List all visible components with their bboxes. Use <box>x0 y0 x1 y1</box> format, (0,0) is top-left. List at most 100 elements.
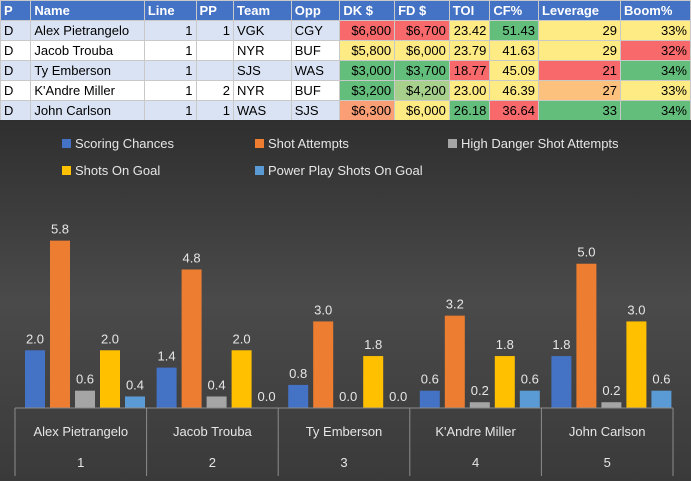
table-row: D K'Andre Miller 1 2 NYR BUF $3,200 $4,200 23.00… <box>0 80 691 101</box>
table-cell: John Carlson <box>30 100 145 121</box>
bar <box>601 402 622 408</box>
bar <box>626 321 647 408</box>
plot-area: 2.0 5.8 0.6 2.0 0.4 1.4 4.8 0.4 2.0 0.0 0.8 3.0 0.0 1… <box>25 222 672 408</box>
legend-label: Scoring Chances <box>75 136 174 151</box>
table-row: D Alex Pietrangelo 1 1 VGK CGY $6,800 $6,700 23.… <box>0 20 691 41</box>
bar <box>651 390 672 408</box>
data-label: 1.8 <box>364 337 382 352</box>
legend-swatch <box>255 139 264 148</box>
bar <box>288 384 309 408</box>
category-label: K'Andre Miller <box>435 424 516 439</box>
table-cell: WAS <box>233 100 292 121</box>
table-cell: SJS <box>290 100 341 121</box>
data-label: 0.4 <box>208 377 226 392</box>
table-cell: 1 <box>143 80 197 101</box>
table-cell: K'Andre Miller <box>30 80 145 101</box>
table-cell: 45.09 <box>489 60 539 81</box>
bar <box>519 390 540 408</box>
data-label: 5.0 <box>577 245 595 260</box>
table-cell: 23.79 <box>448 40 491 61</box>
table-cell: 33% <box>620 80 691 101</box>
table-cell <box>195 40 235 61</box>
data-label: 0.4 <box>126 377 144 392</box>
table-cell: 33 <box>537 100 622 121</box>
header-cell: DK $ <box>339 0 396 21</box>
category-label: Jacob Trouba <box>173 424 253 439</box>
bar <box>125 396 145 408</box>
data-label: 0.0 <box>389 389 407 404</box>
header-cell: Team <box>233 0 292 21</box>
table-cell: $3,200 <box>339 80 396 101</box>
table-cell: $3,700 <box>394 60 450 81</box>
table-cell: 21 <box>537 60 622 81</box>
table-cell: D <box>0 60 32 81</box>
table-cell: 1 <box>195 20 235 41</box>
table-cell: $5,800 <box>339 40 396 61</box>
table-cell: 23.42 <box>448 20 491 41</box>
category-number: 1 <box>77 455 84 470</box>
table-cell: 23.00 <box>448 80 491 101</box>
table-cell <box>195 60 235 81</box>
table-cell: $6,300 <box>339 100 396 121</box>
header-cell: Line <box>143 0 197 21</box>
chart-legend: Scoring Chances Shot Attempts High Danger … <box>62 136 619 178</box>
table-cell: $6,000 <box>394 100 450 121</box>
bar <box>551 356 572 408</box>
legend-label: High Danger Shot Attempts <box>461 136 619 151</box>
bar <box>419 390 440 408</box>
header-cell: CF% <box>489 0 539 21</box>
bar <box>181 269 202 408</box>
table-row: D Jacob Trouba 1 NYR BUF $5,800 $6,000 23.79 41.… <box>0 40 691 61</box>
data-label: 2.0 <box>233 331 251 346</box>
data-label: 0.2 <box>471 383 489 398</box>
legend-swatch <box>448 139 457 148</box>
category-number: 2 <box>209 455 216 470</box>
table-cell: NYR <box>233 80 292 101</box>
table-cell: 51.43 <box>489 20 539 41</box>
table-cell: 33% <box>620 20 691 41</box>
table-cell: 1 <box>143 20 197 41</box>
data-label: 0.6 <box>521 372 539 387</box>
category-label: Ty Emberson <box>306 424 383 439</box>
table-cell: D <box>0 20 32 41</box>
table-cell: $6,000 <box>394 40 450 61</box>
data-label: 0.8 <box>289 366 307 381</box>
table-cell: D <box>0 80 32 101</box>
data-label: 1.4 <box>158 349 176 364</box>
table-cell: 36.64 <box>489 100 539 121</box>
table-cell: 34% <box>620 60 691 81</box>
table-body: D Alex Pietrangelo 1 1 VGK CGY $6,800 $6,700 23.… <box>0 20 691 121</box>
data-label: 0.6 <box>76 372 94 387</box>
category-label: Alex Pietrangelo <box>33 424 128 439</box>
table-cell: 34% <box>620 100 691 121</box>
bar <box>50 240 70 408</box>
table-cell: BUF <box>290 80 341 101</box>
category-axis: Alex Pietrangelo 1 Jacob Trouba 2 Ty Emberso… <box>14 407 674 476</box>
header-cell: PP <box>195 0 235 21</box>
legend-label: Shots On Goal <box>75 163 160 178</box>
header-cell: Name <box>30 0 145 21</box>
table-cell: 32% <box>620 40 691 61</box>
table-cell: CGY <box>290 20 341 41</box>
category-label: John Carlson <box>569 424 646 439</box>
table-cell: 27 <box>537 80 622 101</box>
header-cell: P <box>0 0 32 21</box>
header-cell: Leverage <box>537 0 622 21</box>
chart-background <box>0 120 691 481</box>
legend-label: Shot Attempts <box>268 136 349 151</box>
data-label: 0.0 <box>339 389 357 404</box>
data-label: 2.0 <box>101 331 119 346</box>
table-cell: $6,700 <box>394 20 450 41</box>
data-label: 0.6 <box>652 372 670 387</box>
category-number: 5 <box>604 455 611 470</box>
bar <box>313 321 334 408</box>
table-cell: Alex Pietrangelo <box>30 20 145 41</box>
bar <box>206 396 227 408</box>
header-cell: FD $ <box>394 0 450 21</box>
table-cell: WAS <box>290 60 341 81</box>
table-cell: 41.63 <box>489 40 539 61</box>
table-cell: Ty Emberson <box>30 60 145 81</box>
table-cell: VGK <box>233 20 292 41</box>
legend-swatch <box>62 139 71 148</box>
